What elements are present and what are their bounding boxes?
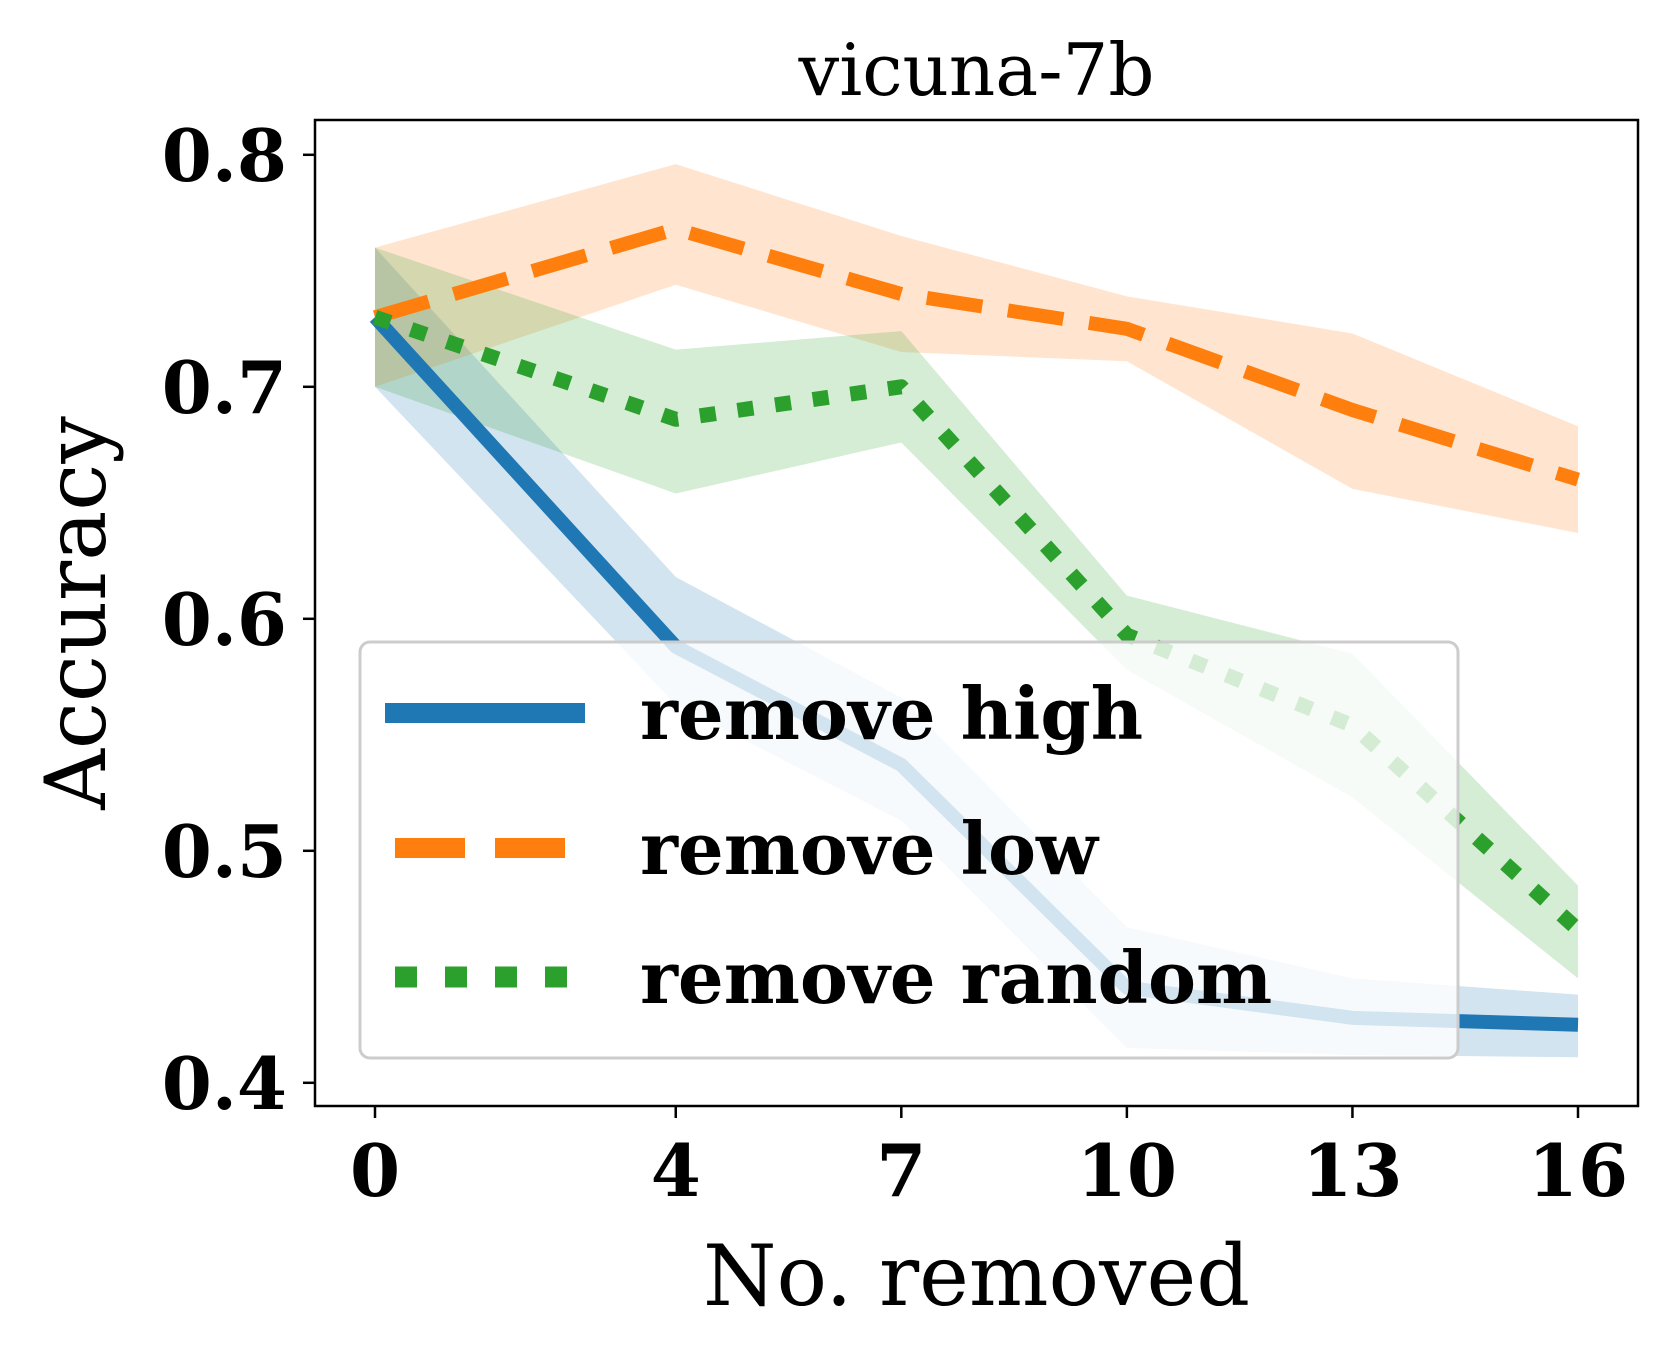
x-tick-label: 4	[651, 1128, 701, 1213]
x-tick-label: 0	[350, 1128, 400, 1213]
x-axis-label: No. removed	[703, 1227, 1250, 1325]
legend-label-remove-random: remove random	[640, 935, 1272, 1020]
legend: remove high remove low remove random	[358, 640, 1460, 1060]
y-tick-label: 0.7	[162, 345, 287, 430]
x-axis-ticks: 0 4 7 10 13 16	[350, 1106, 1628, 1213]
chart-title: vicuna-7b	[798, 28, 1155, 112]
remove-low-band	[375, 164, 1578, 533]
legend-label-remove-high: remove high	[640, 671, 1143, 756]
y-tick-label: 0.5	[162, 809, 287, 894]
y-axis-label: Accuracy	[27, 416, 125, 811]
y-tick-label: 0.4	[162, 1041, 287, 1126]
legend-label-remove-low: remove low	[640, 806, 1100, 891]
x-tick-label: 13	[1302, 1128, 1402, 1213]
remove-low-line	[373, 222, 1581, 487]
x-tick-label: 10	[1077, 1128, 1177, 1213]
y-tick-label: 0.8	[162, 113, 287, 198]
y-axis-ticks: 0.4 0.5 0.6 0.7 0.8	[162, 113, 315, 1126]
legend-box	[358, 640, 1460, 1060]
y-tick-label: 0.6	[162, 577, 287, 662]
remove-random-band	[375, 247, 1578, 979]
plot-area-frame	[313, 118, 1640, 1108]
x-tick-label: 7	[876, 1128, 926, 1213]
x-tick-label: 16	[1528, 1128, 1628, 1213]
